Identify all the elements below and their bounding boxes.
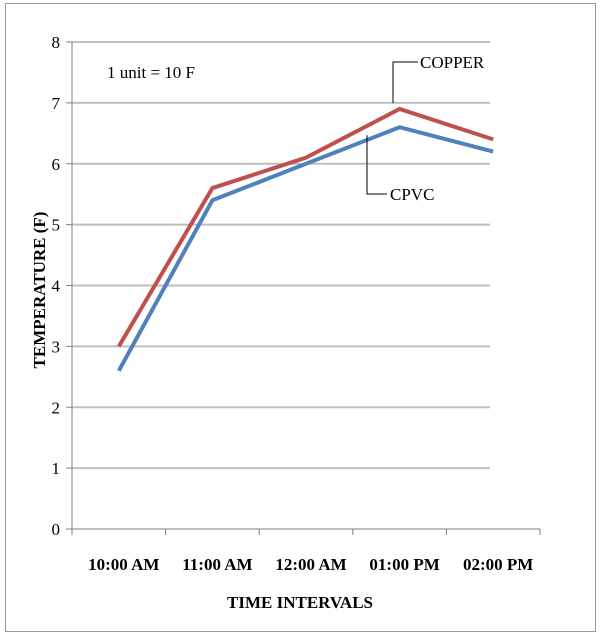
y-tick-label: 6 [52,155,61,174]
y-tick-label: 3 [52,337,61,356]
tick-labels: 0 1 2 3 4 5 6 7 8 10:00 AM 11:00 AM 12:00 AM 01:00 P… [52,33,534,574]
series-label-cpvc: CPVC [390,185,434,204]
copper-leader-line [392,61,418,103]
y-tick-label: 7 [52,94,61,113]
grid-lines [72,41,490,470]
cpvc-leader-line [366,135,387,195]
axes [66,41,541,535]
x-tick-label: 11:00 AM [182,555,252,574]
x-tick-label: 02:00 PM [463,555,533,574]
x-axis-label: TIME INTERVALS [227,593,373,612]
series-line-copper [117,106,494,348]
y-tick-label: 2 [52,398,61,417]
y-tick-label: 8 [52,33,61,52]
chart-frame [5,3,596,632]
unit-annotation: 1 unit = 10 F [107,63,195,82]
x-tick-label: 10:00 AM [88,555,159,574]
y-tick-label: 4 [52,277,61,296]
x-tick-label: 01:00 PM [369,555,439,574]
series-lines [117,106,494,372]
y-tick-label: 1 [52,459,61,478]
series-line-cpvc [117,125,494,372]
y-tick-label: 5 [52,216,61,235]
y-tick-label: 0 [52,520,61,539]
series-labels: COPPER CPVC [366,53,485,204]
y-axis-label: TEMPERATURE (F) [30,212,49,369]
series-label-copper: COPPER [420,53,485,72]
x-tick-label: 12:00 AM [275,555,346,574]
